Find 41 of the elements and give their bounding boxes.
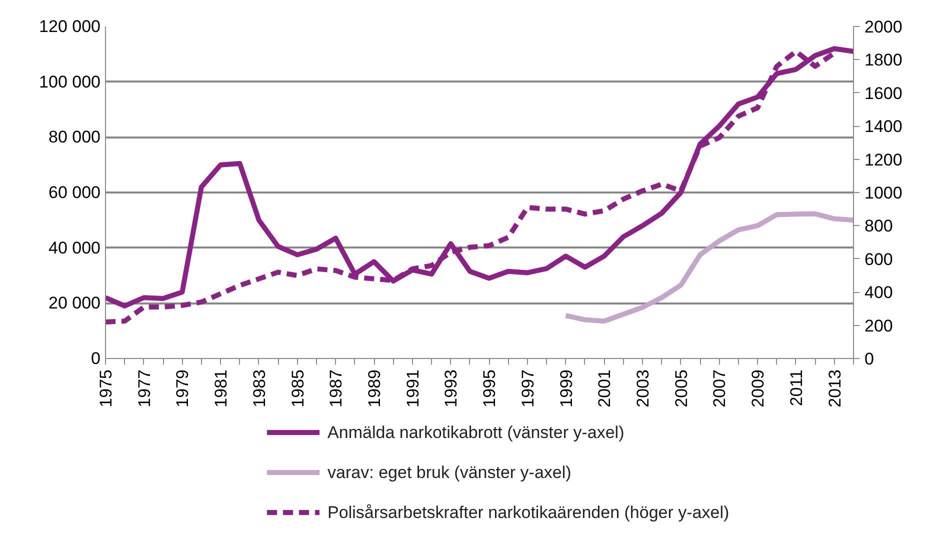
x-tick-label: 2013: [825, 369, 844, 408]
y2-tick-label: 600: [864, 250, 893, 269]
y-tick-label: 0: [91, 349, 101, 368]
y2-tick-label: 200: [864, 316, 893, 336]
y-tick-label: 120 000: [39, 17, 100, 36]
x-tick-label: 2011: [786, 369, 806, 406]
legend-label: Polisårsarbetskrafter narkotikaärenden (höger y-axel): [328, 503, 730, 522]
y2-tick-label: 1200: [864, 150, 902, 170]
y2-tick-label: 0: [864, 350, 874, 368]
y2-tick-label: 2000: [864, 18, 902, 36]
y2-tick-label: 800: [864, 216, 893, 236]
x-tick-label: 1977: [134, 369, 154, 408]
x-tick-label: 1991: [403, 369, 422, 408]
x-tick-label: 1993: [442, 369, 461, 408]
x-tick-label: 1981: [212, 369, 231, 408]
x-tick-label: 2005: [672, 369, 691, 408]
x-tick-label: 2009: [748, 369, 768, 408]
y2-tick-label: 1000: [864, 184, 902, 202]
x-tick-label: 1989: [365, 369, 384, 408]
x-tick-label: 2007: [710, 369, 730, 408]
y2-tick-label: 1800: [864, 50, 902, 70]
y-tick-label: 80 000: [48, 128, 101, 147]
y-tick-label: 40 000: [48, 238, 101, 258]
y2-tick-label: 1600: [864, 84, 902, 103]
x-tick-label: 1983: [250, 369, 269, 408]
x-tick-label: 1975: [96, 369, 116, 408]
x-tick-label: 1997: [518, 369, 538, 408]
x-tick-label: 1999: [556, 369, 576, 408]
x-tick-label: 1979: [173, 369, 192, 408]
x-tick-label: 1987: [326, 369, 346, 408]
x-tick-label: 2001: [595, 369, 614, 408]
x-tick-label: 2003: [634, 369, 653, 408]
x-tick-label: 1995: [480, 369, 500, 408]
y-tick-label: 20 000: [48, 294, 101, 313]
y2-tick-label: 400: [864, 283, 893, 302]
x-tick-label: 1985: [288, 369, 308, 408]
legend-label: varav: eget bruk (vänster y-axel): [328, 463, 572, 482]
y2-tick-label: 1400: [864, 117, 902, 136]
legend-label: Anmälda narkotikabrott (vänster y-axel): [328, 423, 624, 442]
y-tick-label: 100 000: [39, 72, 100, 92]
y-tick-label: 60 000: [48, 183, 101, 202]
